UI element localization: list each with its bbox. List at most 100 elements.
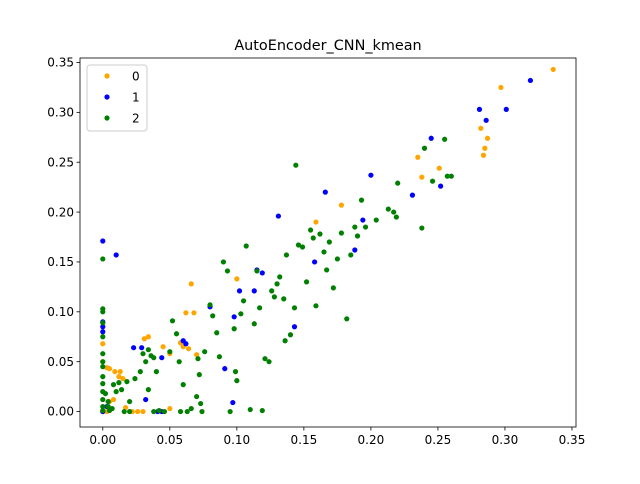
data-point-series-0 (135, 408, 141, 415)
data-point-series-2 (210, 313, 216, 319)
data-point-series-0 (141, 336, 147, 342)
data-point-series-0 (106, 366, 113, 372)
data-point-series-2 (198, 400, 204, 407)
data-point-series-0 (145, 334, 151, 340)
data-point-series-2 (109, 405, 115, 412)
data-point-series-1 (428, 135, 434, 141)
data-point-series-2 (132, 376, 138, 382)
data-point-series-2 (100, 364, 106, 370)
data-point-series-2 (274, 281, 280, 287)
data-point-series-2 (334, 256, 340, 262)
data-point-series-1 (352, 247, 358, 253)
data-point-series-2 (395, 180, 401, 186)
data-point-series-2 (240, 298, 247, 304)
data-point-series-2 (354, 233, 361, 239)
data-point-series-1 (131, 345, 137, 351)
data-point-series-2 (127, 398, 133, 405)
data-point-series-2 (137, 369, 143, 375)
data-point-series-1 (222, 366, 228, 372)
data-point-series-2 (180, 382, 186, 388)
data-point-series-2 (100, 334, 106, 340)
data-point-series-0 (194, 352, 200, 358)
data-point-series-2 (269, 288, 275, 294)
data-point-series-2 (100, 320, 106, 326)
x-tick-label: 0.30 (492, 433, 519, 447)
data-point-series-2 (391, 209, 397, 215)
data-point-series-2 (385, 206, 391, 212)
data-point-series-2 (100, 374, 106, 380)
data-point-series-2 (100, 309, 106, 315)
data-point-series-2 (326, 239, 332, 245)
data-point-series-0 (122, 404, 129, 411)
data-point-series-0 (167, 405, 173, 412)
legend: 0 1 2 (86, 64, 148, 132)
data-point-series-1 (231, 314, 237, 320)
data-point-series-2 (321, 249, 327, 255)
data-point-series-2 (281, 296, 287, 302)
data-point-series-2 (231, 326, 237, 332)
data-point-series-2 (100, 407, 106, 414)
data-point-series-0 (234, 276, 240, 282)
data-point-series-0 (185, 346, 192, 352)
y-tick-label: 0.15 (47, 255, 74, 269)
data-point-series-2 (352, 224, 358, 230)
points-layer (100, 66, 556, 415)
data-point-series-2 (243, 243, 249, 249)
data-point-series-1 (476, 106, 483, 112)
data-point-series-2 (196, 372, 202, 378)
data-point-series-0 (436, 165, 442, 171)
legend-label-0: 0 (132, 69, 140, 83)
data-point-series-2 (105, 403, 111, 410)
data-point-series-2 (448, 173, 454, 179)
data-point-series-2 (299, 244, 306, 250)
data-point-series-2 (184, 408, 190, 415)
data-point-series-2 (153, 369, 160, 375)
data-point-series-2 (161, 408, 168, 415)
data-point-series-0 (116, 374, 122, 380)
data-point-series-2 (113, 389, 119, 395)
data-point-series-1 (291, 324, 298, 330)
data-point-series-2 (234, 378, 240, 384)
y-tick-label: 0.05 (47, 355, 74, 369)
data-point-series-2 (358, 197, 365, 203)
data-point-series-2 (313, 303, 319, 309)
data-point-series-1 (503, 106, 509, 112)
data-point-series-2 (127, 408, 133, 415)
data-point-series-2 (271, 294, 277, 300)
data-point-series-2 (287, 332, 294, 338)
data-point-series-1 (527, 77, 534, 84)
data-point-series-1 (311, 259, 318, 265)
legend-marker-0 (104, 73, 110, 79)
legend-label-2: 2 (132, 111, 140, 125)
data-point-series-0 (160, 344, 166, 350)
data-point-series-1 (100, 329, 106, 335)
x-tick-label: 0.00 (89, 433, 116, 447)
y-tick-label: 0.30 (47, 106, 74, 120)
data-point-series-0 (313, 219, 319, 225)
data-point-series-2 (295, 242, 302, 248)
data-point-series-2 (214, 330, 220, 336)
y-tick-label: 0.10 (47, 305, 74, 319)
data-point-series-1 (360, 217, 366, 223)
data-point-series-0 (100, 341, 106, 347)
data-point-series-1 (275, 213, 281, 219)
data-point-series-2 (177, 408, 184, 415)
y-axis: 0.00 0.05 0.10 0.15 0.20 0.25 0.30 0.35 (47, 56, 80, 419)
data-point-series-2 (238, 311, 244, 317)
data-point-series-1 (251, 288, 257, 294)
data-point-series-0 (191, 310, 197, 316)
data-point-series-0 (110, 396, 117, 403)
data-point-series-1 (409, 192, 416, 198)
data-point-series-2 (100, 256, 106, 262)
data-point-series-1 (483, 117, 489, 123)
data-point-series-2 (421, 145, 428, 151)
data-point-series-2 (277, 274, 283, 280)
data-point-series-2 (259, 407, 265, 414)
data-point-series-0 (117, 369, 123, 375)
data-point-series-1 (139, 345, 145, 351)
data-point-series-1 (159, 355, 165, 361)
x-tick-label: 0.35 (559, 433, 586, 447)
data-point-series-1 (438, 183, 444, 189)
